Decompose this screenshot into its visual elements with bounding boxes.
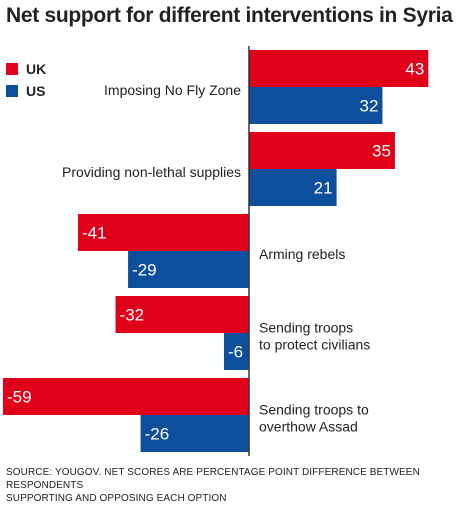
bar-uk-3 xyxy=(78,214,249,251)
source-line-1: SOURCE: YOUGOV. NET SCORES ARE PERCENTAG… xyxy=(6,467,420,491)
source-note: SOURCE: YOUGOV. NET SCORES ARE PERCENTAG… xyxy=(6,466,460,505)
data-label-uk-5: -59 xyxy=(7,388,32,407)
legend-item-us: US xyxy=(6,80,46,102)
legend: UK US xyxy=(6,58,46,102)
bar-us-3 xyxy=(128,251,249,288)
data-label-us-5: -26 xyxy=(145,425,170,444)
data-label-us-3: -29 xyxy=(132,261,157,280)
legend-swatch-uk xyxy=(6,63,18,75)
bar-chart: 43 32 Imposing No Fly Zone 35 21 Providing no… xyxy=(2,46,429,456)
source-line-2: SUPPORTING AND OPPOSING EACH OPTION xyxy=(6,493,227,504)
category-label-5-line-2: overthow Assad xyxy=(259,419,358,435)
bar-us-1 xyxy=(249,87,383,124)
data-label-uk-1: 43 xyxy=(405,60,424,79)
legend-item-uk: UK xyxy=(6,58,46,80)
legend-label-uk: UK xyxy=(26,61,47,77)
category-label-5-line-1: Sending troops to xyxy=(259,402,369,418)
chart-title: Net support for different interventions … xyxy=(6,4,453,27)
category-label-2: Providing non-lethal supplies xyxy=(62,164,241,180)
bar-uk-4 xyxy=(115,296,249,333)
data-label-uk-4: -32 xyxy=(120,306,145,325)
bar-uk-1 xyxy=(249,50,429,87)
bar-us-2 xyxy=(249,169,337,206)
category-label-4-line-2: to protect civilians xyxy=(259,337,370,353)
bar-us-5 xyxy=(140,415,249,452)
data-label-uk-3: -41 xyxy=(82,224,107,243)
bar-uk-2 xyxy=(249,132,395,169)
category-label-1: Imposing No Fly Zone xyxy=(104,82,241,98)
legend-label-us: US xyxy=(26,83,46,99)
data-label-us-4: -6 xyxy=(228,343,243,362)
bar-us-4 xyxy=(223,333,249,370)
data-label-uk-2: 35 xyxy=(372,142,391,161)
data-label-us-1: 32 xyxy=(360,97,379,116)
legend-swatch-us xyxy=(6,85,18,97)
data-label-us-2: 21 xyxy=(314,179,333,198)
bar-uk-5 xyxy=(2,378,249,415)
category-label-4-line-1: Sending troops xyxy=(259,320,353,336)
category-label-3: Arming rebels xyxy=(259,246,345,262)
